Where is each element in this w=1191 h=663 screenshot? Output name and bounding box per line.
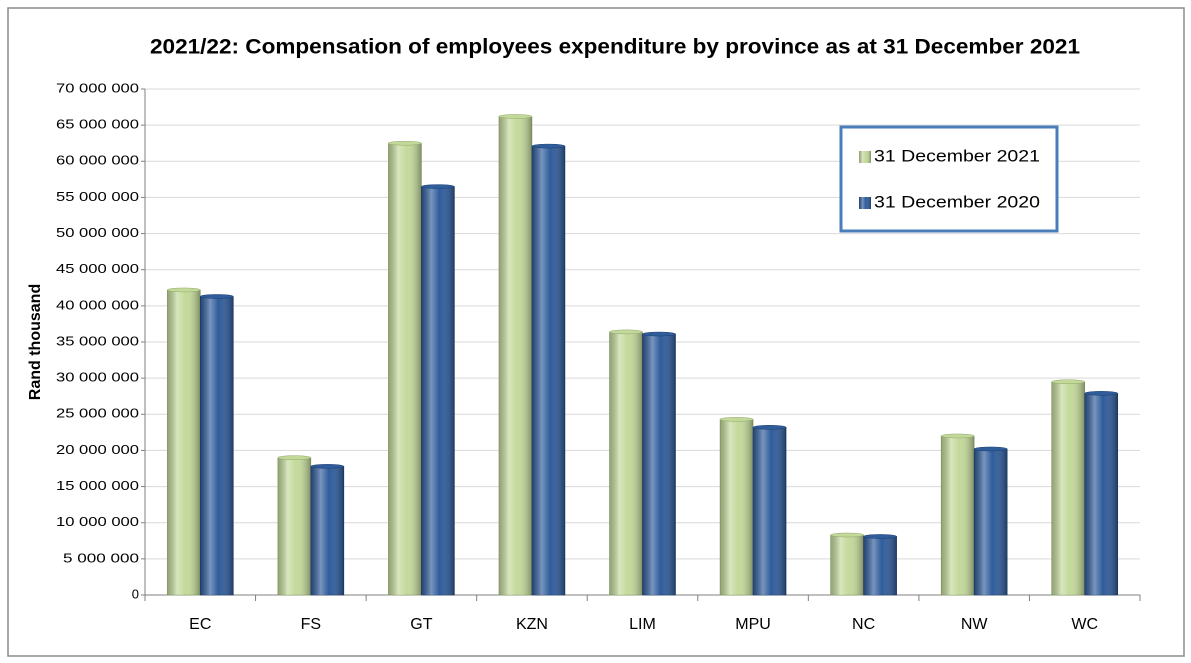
- bar-top: [421, 184, 455, 189]
- y-tick-label: 40 000 000: [56, 297, 139, 312]
- x-tick-label: FS: [301, 616, 321, 633]
- bar-top: [940, 433, 975, 439]
- legend-label: 31 December 2021: [874, 146, 1040, 165]
- y-tick-label: 55 000 000: [56, 189, 139, 204]
- bar: [166, 289, 201, 596]
- bar: [388, 142, 422, 596]
- y-tick-label: 60 000 000: [56, 153, 139, 168]
- x-tick-label: MPU: [735, 616, 771, 633]
- bar-top: [830, 532, 864, 538]
- bar-top: [310, 464, 345, 469]
- bar-top: [531, 143, 566, 149]
- bar: [1051, 381, 1086, 596]
- y-tick-label: 25 000 000: [56, 406, 139, 421]
- x-tick-label: WC: [1071, 616, 1098, 633]
- bar-top: [200, 294, 234, 299]
- y-tick-label: 50 000 000: [56, 225, 139, 240]
- bar: [719, 419, 754, 596]
- bar: [752, 426, 787, 596]
- legend-label: 31 December 2020: [874, 192, 1040, 211]
- bar-top: [388, 140, 422, 146]
- bar-top: [863, 534, 897, 539]
- bar: [609, 331, 643, 596]
- y-tick-label: 30 000 000: [56, 370, 139, 385]
- y-tick-label: 15 000 000: [56, 478, 139, 493]
- y-axis-label: Rand thousand: [27, 284, 44, 400]
- bar-top: [719, 417, 754, 422]
- bar-top: [498, 114, 533, 119]
- bar: [940, 435, 975, 596]
- x-tick-label: GT: [410, 616, 432, 633]
- y-tick-label: 20 000 000: [56, 442, 139, 457]
- legend-marker-shading: [859, 151, 871, 163]
- bar: [863, 536, 897, 596]
- bar: [498, 116, 533, 596]
- bar: [830, 534, 864, 596]
- bar: [642, 333, 676, 596]
- bar: [277, 457, 312, 596]
- y-tick-label: 35 000 000: [56, 333, 139, 348]
- y-tick-label: 65 000 000: [56, 117, 139, 132]
- bar: [421, 186, 455, 596]
- bar-top: [642, 331, 676, 337]
- y-tick-label: 10 000 000: [56, 514, 139, 529]
- bar: [1084, 393, 1119, 596]
- bar-top: [277, 455, 312, 460]
- x-tick-label: EC: [189, 616, 211, 633]
- bar-top: [609, 329, 643, 335]
- legend-marker-shading: [859, 197, 871, 209]
- bar: [199, 296, 234, 596]
- x-tick-label: NW: [961, 616, 989, 633]
- y-tick-label: 45 000 000: [56, 261, 139, 276]
- bar: [310, 466, 345, 596]
- x-tick-label: KZN: [516, 616, 548, 633]
- bar-top: [167, 287, 201, 293]
- x-tick-label: NC: [852, 616, 875, 633]
- bar-top: [973, 446, 1008, 452]
- x-tick-label: LIM: [629, 616, 656, 633]
- bar-top: [1051, 379, 1085, 385]
- y-tick-label: 0: [132, 586, 139, 601]
- legend-box: [839, 125, 1059, 233]
- chart-title: 2021/22: Compensation of employees expen…: [150, 36, 1080, 59]
- bar-top: [1084, 391, 1118, 396]
- bar: [531, 145, 566, 596]
- y-tick-label: 70 000 000: [56, 80, 139, 95]
- bar-top: [752, 425, 787, 430]
- y-tick-label: 5 000 000: [63, 550, 139, 565]
- bar: [973, 448, 1008, 596]
